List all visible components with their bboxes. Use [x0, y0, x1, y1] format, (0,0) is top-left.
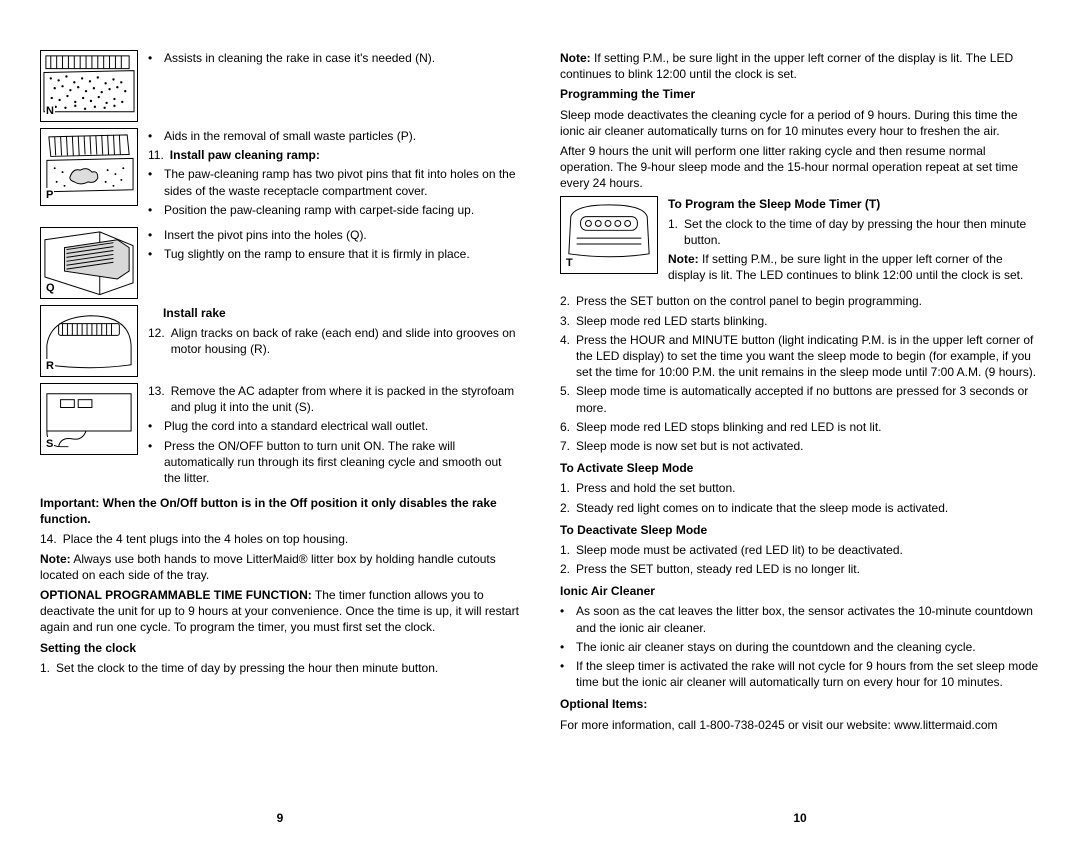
fig-s-drawing — [41, 384, 137, 455]
fig-s-label: S — [45, 437, 54, 452]
right-page: Note: If setting P.M., be sure light in … — [560, 50, 1040, 826]
step2: Press the SET button on the control pane… — [576, 293, 922, 309]
fig-s-text: 13. Remove the AC adapter from where it i… — [148, 383, 520, 489]
programming-heading: Programming the Timer — [560, 86, 1040, 102]
t-text1: Set the clock to the time of day by pres… — [684, 216, 1040, 248]
fig-n-label: N — [45, 104, 55, 119]
fig-p-row: P •Aids in the removal of small waste pa… — [40, 128, 520, 221]
optional-items-text: For more information, call 1-800-738-024… — [560, 717, 1040, 733]
pm-note: Note: If setting P.M., be sure light in … — [560, 50, 1040, 82]
s-bullet1: Plug the cord into a standard electrical… — [164, 418, 428, 434]
fig-r-box: R — [40, 305, 138, 377]
setting-clock-heading: Setting the clock — [40, 640, 520, 656]
fig-q-label: Q — [45, 281, 56, 296]
fig-q-text: •Insert the pivot pins into the holes (Q… — [148, 227, 520, 265]
fig-n-box: N — [40, 50, 138, 122]
fig-p-text: •Aids in the removal of small waste part… — [148, 128, 520, 221]
optional-items-heading: Optional Items: — [560, 696, 1040, 712]
left-page: N •Assists in cleaning the rake in case … — [40, 50, 520, 826]
clock1-num: 1. — [40, 660, 50, 676]
step14-text: Place the 4 tent plugs into the 4 holes … — [63, 531, 349, 547]
step5: Sleep mode time is automatically accepte… — [576, 383, 1040, 415]
fig-n-drawing — [41, 51, 137, 122]
page-number-left: 9 — [277, 810, 284, 826]
ionic-b3: If the sleep timer is activated the rake… — [576, 658, 1040, 690]
s-text: Remove the AC adapter from where it is p… — [171, 383, 520, 415]
deact2: Press the SET button, steady red LED is … — [576, 561, 860, 577]
p-heading: Install paw cleaning ramp: — [170, 147, 320, 163]
important-note: Important: When the On/Off button is in … — [40, 495, 520, 527]
r-num: 12. — [148, 325, 165, 357]
q-bullet2: Tug slightly on the ramp to ensure that … — [164, 246, 470, 262]
fig-r-text: Install rake 12. Align tracks on back of … — [148, 305, 520, 361]
act1: Press and hold the set button. — [576, 480, 735, 496]
t-note: Note: If setting P.M., be sure light in … — [668, 251, 1040, 283]
q-bullet1: Insert the pivot pins into the holes (Q)… — [164, 227, 367, 243]
fig-r-drawing — [41, 306, 137, 377]
fig-t-drawing — [561, 197, 657, 273]
fig-q-row: Q •Insert the pivot pins into the holes … — [40, 227, 520, 299]
optional-function: OPTIONAL PROGRAMMABLE TIME FUNCTION: The… — [40, 587, 520, 636]
t-heading: To Program the Sleep Mode Timer (T) — [668, 196, 1040, 212]
ionic-heading: Ionic Air Cleaner — [560, 583, 1040, 599]
deact1: Sleep mode must be activated (red LED li… — [576, 542, 903, 558]
step7: Sleep mode is now set but is not activat… — [576, 438, 803, 454]
fig-n-text: •Assists in cleaning the rake in case it… — [148, 50, 520, 69]
ionic-b2: The ionic air cleaner stays on during th… — [576, 639, 976, 655]
fig-q-box: Q — [40, 227, 138, 299]
prog-p2: After 9 hours the unit will perform one … — [560, 143, 1040, 192]
fig-t-row: T To Program the Sleep Mode Timer (T) 1.… — [560, 196, 1040, 288]
fig-n-row: N •Assists in cleaning the rake in case … — [40, 50, 520, 122]
note-handles: Note: Always use both hands to move Litt… — [40, 551, 520, 583]
fig-p-drawing — [41, 129, 137, 205]
step14-num: 14. — [40, 531, 57, 547]
r-text: Align tracks on back of rake (each end) … — [171, 325, 520, 357]
fig-t-label: T — [565, 256, 574, 271]
p-bullet1: Aids in the removal of small waste parti… — [164, 128, 416, 144]
fig-r-label: R — [45, 359, 55, 374]
fig-r-row: R Install rake 12. Align tracks on back o… — [40, 305, 520, 377]
clock1-text: Set the clock to the time of day by pres… — [56, 660, 438, 676]
step4: Press the HOUR and MINUTE button (light … — [576, 332, 1040, 381]
fig-t-box: T — [560, 196, 658, 274]
fig-p-box: P — [40, 128, 138, 206]
r-heading: Install rake — [148, 305, 520, 321]
n-bullet: Assists in cleaning the rake in case it'… — [164, 50, 435, 66]
t-num1: 1. — [668, 216, 678, 248]
s-num: 13. — [148, 383, 165, 415]
activate-heading: To Activate Sleep Mode — [560, 460, 1040, 476]
ionic-b1: As soon as the cat leaves the litter box… — [576, 603, 1040, 635]
fig-t-text: To Program the Sleep Mode Timer (T) 1.Se… — [668, 196, 1040, 288]
fig-p-label: P — [45, 188, 54, 203]
s-bullet2: Press the ON/OFF button to turn unit ON.… — [164, 438, 520, 487]
page-number-right: 10 — [793, 810, 806, 826]
prog-p1: Sleep mode deactivates the cleaning cycl… — [560, 107, 1040, 139]
step6: Sleep mode red LED stops blinking and re… — [576, 419, 882, 435]
deactivate-heading: To Deactivate Sleep Mode — [560, 522, 1040, 538]
fig-s-row: S 13. Remove the AC adapter from where it… — [40, 383, 520, 489]
p-bullet2: The paw-cleaning ramp has two pivot pins… — [164, 166, 520, 198]
p-heading-num: 11. — [148, 147, 164, 163]
fig-s-box: S — [40, 383, 138, 455]
act2: Steady red light comes on to indicate th… — [576, 500, 948, 516]
p-bullet3: Position the paw-cleaning ramp with carp… — [164, 202, 474, 218]
step3: Sleep mode red LED starts blinking. — [576, 313, 767, 329]
